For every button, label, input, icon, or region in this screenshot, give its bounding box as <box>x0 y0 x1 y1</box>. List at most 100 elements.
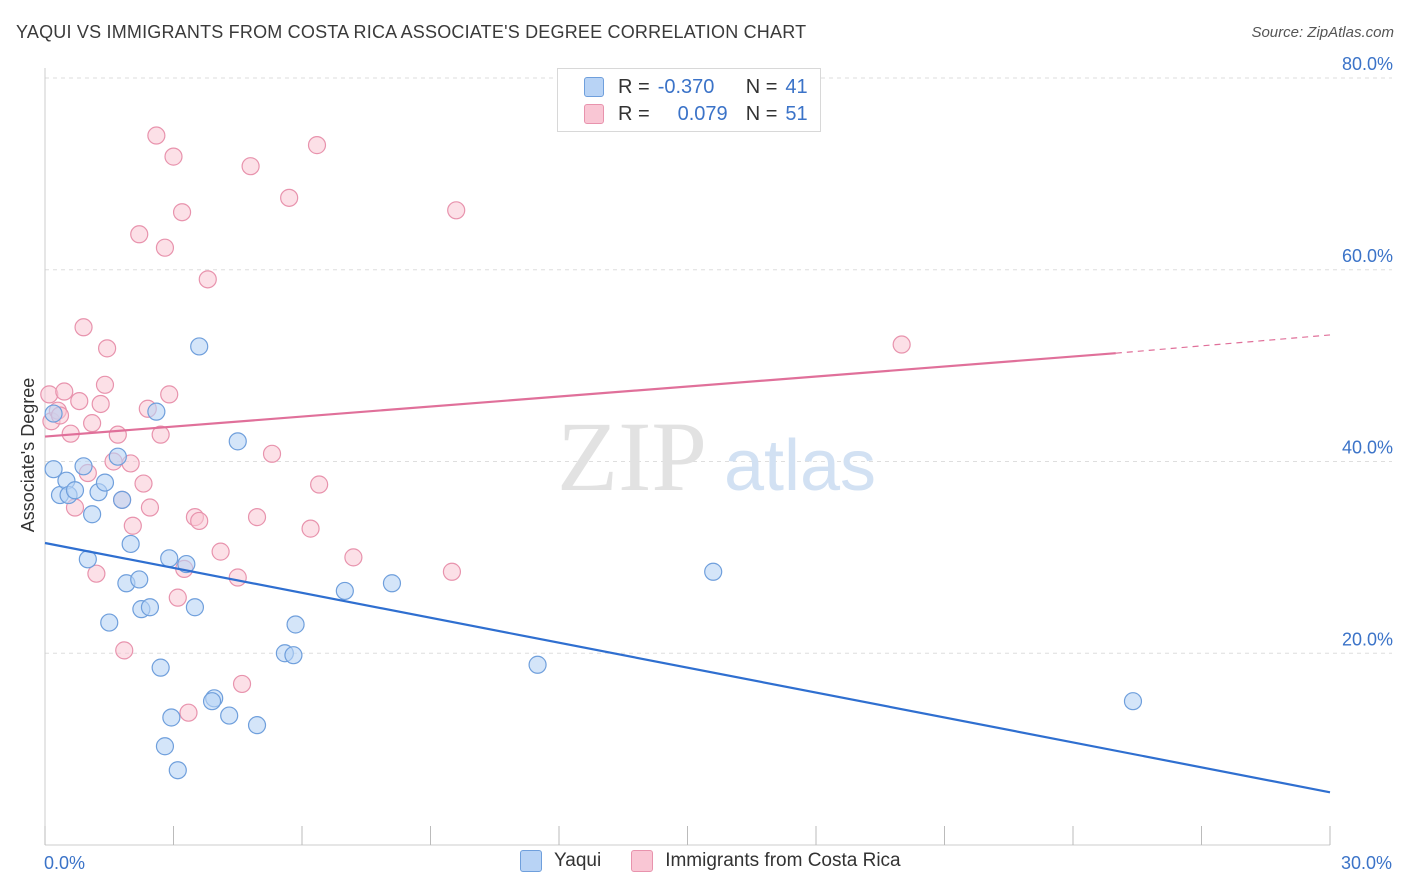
data-point-yaqui <box>704 562 723 581</box>
legend-swatch-yaqui <box>520 850 542 872</box>
data-point-costa-rica <box>442 562 462 581</box>
trend-line-costa-rica <box>44 352 1116 438</box>
data-point-yaqui <box>151 658 170 677</box>
data-point-yaqui <box>228 432 247 451</box>
chart-title: YAQUI VS IMMIGRANTS FROM COSTA RICA ASSO… <box>16 22 807 42</box>
data-point-costa-rica <box>140 498 160 517</box>
data-point-yaqui <box>168 761 187 780</box>
data-point-costa-rica <box>87 564 106 583</box>
data-point-costa-rica <box>83 414 102 433</box>
axes <box>44 68 1331 846</box>
data-point-yaqui <box>44 460 63 479</box>
data-point-yaqui <box>155 737 175 756</box>
data-point-yaqui <box>162 708 181 727</box>
trend-lines <box>44 334 1331 794</box>
data-point-costa-rica <box>280 188 299 207</box>
legend-swatch-costa-rica <box>584 104 604 124</box>
data-point-yaqui <box>1123 692 1143 711</box>
y-tick-label: 40.0% <box>1342 438 1393 458</box>
x-tick-label: 30.0% <box>1341 853 1392 873</box>
data-point-costa-rica <box>74 318 93 337</box>
data-point-yaqui <box>160 549 179 568</box>
data-point-yaqui <box>65 481 85 500</box>
data-point-yaqui <box>177 554 196 574</box>
legend-swatch-yaqui <box>584 77 604 97</box>
watermark: ZIP atlas <box>557 401 876 512</box>
data-point-costa-rica <box>151 425 170 444</box>
data-point-costa-rica <box>232 674 252 694</box>
data-point-costa-rica <box>115 641 134 660</box>
data-point-yaqui <box>286 615 305 634</box>
y-tick-label: 20.0% <box>1342 629 1393 649</box>
data-point-yaqui <box>528 655 547 674</box>
data-point-yaqui <box>147 402 166 421</box>
data-point-yaqui <box>112 490 132 509</box>
data-point-yaqui <box>44 404 63 423</box>
data-point-costa-rica <box>190 511 209 531</box>
legend-r-value-yaqui: -0.370 <box>657 75 715 98</box>
data-point-costa-rica <box>344 548 363 567</box>
watermark-atlas: atlas <box>724 426 876 506</box>
data-point-costa-rica <box>160 385 179 404</box>
data-point-costa-rica <box>164 147 183 166</box>
source-label: Source: ZipAtlas.com <box>1251 24 1394 41</box>
data-point-yaqui <box>74 457 93 476</box>
watermark-zip: ZIP <box>557 401 707 512</box>
data-point-costa-rica <box>307 136 327 155</box>
data-point-yaqui <box>130 570 149 589</box>
data-point-costa-rica <box>55 382 74 401</box>
legend-swatch-costa-rica <box>631 850 654 872</box>
data-point-costa-rica <box>310 475 329 494</box>
data-point-yaqui <box>121 534 140 554</box>
data-point-costa-rica <box>134 474 153 493</box>
trend-line-costa-rica-extension <box>1115 334 1331 354</box>
data-point-costa-rica <box>228 568 247 587</box>
y-tick-label: 60.0% <box>1342 246 1393 266</box>
data-point-costa-rica <box>247 508 267 527</box>
data-point-costa-rica <box>301 519 320 538</box>
data-point-costa-rica <box>168 588 187 607</box>
y-axis-label: Associate's Degree <box>18 378 38 533</box>
data-point-yaqui <box>284 646 303 665</box>
data-point-costa-rica <box>198 270 217 289</box>
data-point-yaqui <box>335 581 354 601</box>
data-point-costa-rica <box>91 394 110 414</box>
series-costa-rica-points <box>40 126 911 722</box>
series-yaqui-points <box>44 337 1143 780</box>
data-point-costa-rica <box>211 542 230 561</box>
data-point-yaqui <box>108 447 127 466</box>
data-point-costa-rica <box>40 385 59 404</box>
legend-r-label: R = <box>618 75 650 98</box>
data-point-costa-rica <box>130 225 149 244</box>
legend-label-yaqui: Yaqui <box>554 850 602 871</box>
data-point-costa-rica <box>95 375 115 394</box>
data-point-yaqui <box>100 613 119 632</box>
data-point-costa-rica <box>241 157 260 176</box>
data-point-yaqui <box>247 716 267 735</box>
trend-line-yaqui <box>44 541 1331 794</box>
legend-n-label: N = <box>745 75 778 98</box>
data-point-yaqui <box>190 337 209 356</box>
data-point-yaqui <box>95 473 115 492</box>
x-tick-label: 0.0% <box>44 853 85 873</box>
data-point-costa-rica <box>98 339 117 358</box>
legend-row-yaqui: R = -0.370 N = 41 <box>558 75 808 99</box>
tick-labels: 20.0% 40.0% 60.0% 80.0% 0.0% 30.0% <box>44 54 1393 873</box>
data-point-costa-rica <box>123 516 142 535</box>
legend-r-value-costa-rica: 0.079 <box>677 102 728 125</box>
data-point-yaqui <box>220 706 239 725</box>
legend-n-value-yaqui: 41 <box>785 75 808 98</box>
data-point-yaqui <box>185 598 205 617</box>
legend-n-label: N = <box>745 102 778 125</box>
data-point-costa-rica <box>155 238 175 257</box>
legend-r-label: R = <box>618 102 650 125</box>
data-point-costa-rica <box>108 425 127 444</box>
data-point-costa-rica <box>262 444 282 463</box>
y-tick-label: 80.0% <box>1342 54 1393 74</box>
legend-label-costa-rica: Immigrants from Costa Rica <box>665 850 901 871</box>
data-point-costa-rica <box>892 335 911 354</box>
data-point-costa-rica <box>172 203 192 222</box>
data-point-yaqui <box>202 692 222 711</box>
legend-row-costa-rica: R = 0.079 N = 51 <box>558 102 808 126</box>
